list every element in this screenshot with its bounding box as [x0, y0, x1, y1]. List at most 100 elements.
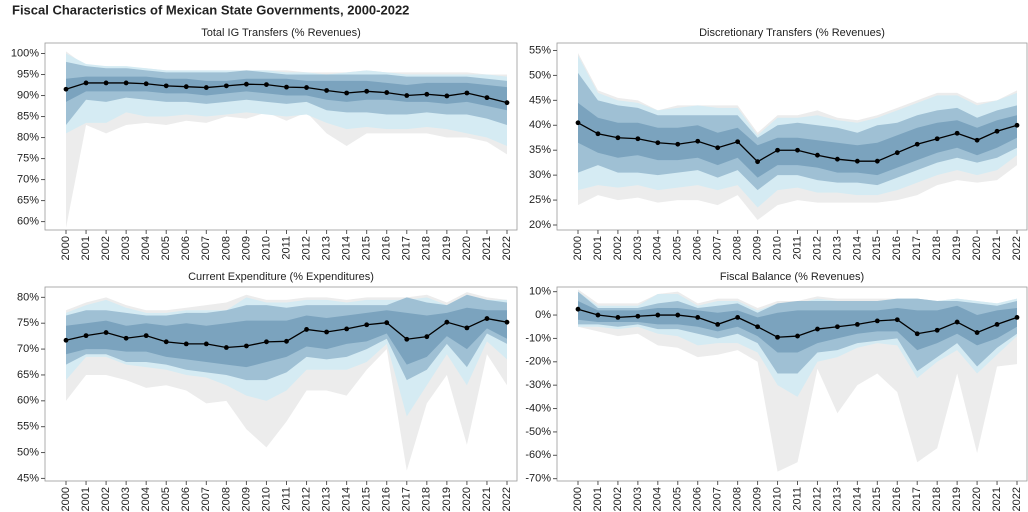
y-tick-label: 100%	[11, 47, 39, 59]
y-tick-label: 65%	[17, 369, 39, 381]
median-point	[655, 312, 661, 318]
x-tick-label: 2014	[851, 236, 863, 260]
panel-title: Fiscal Balance (% Revenues)	[720, 271, 864, 283]
y-tick-label: -10%	[525, 332, 551, 344]
median-point	[304, 327, 309, 332]
x-tick-label: 2022	[1011, 236, 1023, 260]
x-tick-label: 2000	[572, 487, 584, 511]
median-point	[344, 90, 350, 96]
y-tick-label: 20%	[529, 219, 551, 231]
y-tick-label: -40%	[525, 402, 551, 414]
percentile-band	[578, 102, 1017, 178]
median-point	[223, 345, 229, 350]
x-tick-label: 2016	[891, 236, 903, 260]
x-tick-label: 2012	[811, 236, 823, 260]
x-tick-label: 2001	[592, 236, 604, 260]
x-tick-label: 2006	[692, 236, 704, 260]
x-tick-label: 2014	[851, 487, 863, 511]
x-tick-label: 2006	[692, 487, 704, 511]
x-tick-label: 2007	[712, 487, 724, 511]
median-point	[444, 319, 450, 325]
x-tick-label: 2000	[572, 236, 584, 260]
median-point	[163, 339, 169, 345]
x-tick-label: 2006	[180, 236, 192, 260]
percentile-band	[66, 307, 507, 368]
y-tick-label: 35%	[529, 144, 551, 156]
y-tick-label: 50%	[529, 69, 551, 81]
median-point	[874, 318, 880, 324]
median-point	[183, 341, 189, 347]
x-tick-label: 2013	[831, 236, 843, 260]
median-point	[595, 131, 601, 137]
y-tick-label: 45%	[17, 472, 39, 484]
median-point	[934, 136, 940, 142]
y-tick-label: -60%	[525, 449, 551, 461]
median-point	[143, 333, 149, 339]
y-tick-label: 75%	[17, 317, 39, 329]
x-tick-label: 2011	[280, 487, 292, 511]
y-tick-label: 95%	[17, 68, 39, 80]
x-tick-label: 2003	[120, 236, 132, 260]
y-tick-label: 0%	[535, 309, 551, 321]
median-point	[795, 333, 800, 339]
x-tick-label: 2002	[100, 487, 112, 511]
median-point	[223, 83, 229, 89]
median-point	[575, 120, 581, 126]
x-tick-label: 2005	[672, 487, 684, 511]
x-tick-label: 2018	[421, 236, 433, 260]
median-point	[203, 341, 209, 347]
x-tick-label: 2019	[441, 236, 453, 260]
median-point	[835, 156, 840, 162]
median-point	[103, 80, 109, 86]
x-tick-label: 2017	[401, 236, 413, 260]
x-tick-label: 2004	[140, 487, 152, 511]
x-tick-label: 2007	[712, 236, 724, 260]
x-tick-label: 2011	[791, 487, 803, 511]
median-point	[695, 138, 701, 144]
median-point	[244, 343, 249, 349]
x-tick-label: 2008	[220, 487, 232, 511]
x-tick-label: 2010	[260, 236, 272, 260]
median-point	[464, 325, 470, 331]
median-point	[575, 306, 581, 312]
x-tick-label: 2019	[441, 487, 453, 511]
median-point	[264, 82, 269, 88]
x-tick-label: 2012	[300, 236, 312, 260]
median-point	[324, 329, 329, 335]
x-tick-label: 2013	[831, 487, 843, 511]
x-tick-label: 2010	[771, 487, 783, 511]
x-tick-label: 2015	[361, 236, 373, 260]
x-tick-label: 2011	[791, 236, 803, 260]
plot-frame	[44, 42, 518, 231]
y-tick-label: 45%	[529, 94, 551, 106]
median-point	[484, 316, 490, 321]
y-tick-label: 60%	[17, 395, 39, 407]
median-point	[284, 84, 289, 90]
x-tick-label: 2008	[732, 487, 744, 511]
x-tick-label: 2003	[632, 487, 644, 511]
median-point	[143, 81, 149, 87]
x-tick-label: 2017	[401, 487, 413, 511]
median-point	[615, 135, 621, 141]
median-point	[344, 326, 350, 332]
x-tick-label: 2005	[160, 487, 172, 511]
x-tick-label: 2003	[632, 236, 644, 260]
x-tick-label: 2016	[381, 487, 393, 511]
median-point	[123, 80, 129, 86]
x-tick-label: 2016	[891, 487, 903, 511]
y-tick-label: 25%	[529, 194, 551, 206]
x-tick-label: 2018	[421, 487, 433, 511]
x-tick-label: 2019	[951, 487, 963, 511]
x-tick-label: 2015	[361, 487, 373, 511]
x-tick-label: 2009	[751, 487, 763, 511]
median-point	[63, 337, 69, 343]
x-tick-label: 2018	[931, 236, 943, 260]
median-point	[264, 339, 269, 345]
median-point	[835, 324, 840, 330]
y-tick-label: 70%	[17, 343, 39, 355]
y-tick-label: -20%	[525, 356, 551, 368]
plot-frame	[556, 42, 1028, 231]
x-tick-label: 2002	[612, 236, 624, 260]
median-point	[504, 319, 510, 325]
